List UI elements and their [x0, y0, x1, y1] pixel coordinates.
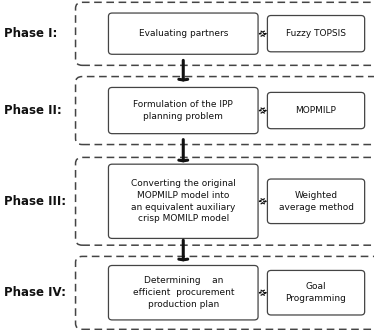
Text: Phase IV:: Phase IV:: [4, 286, 66, 299]
FancyBboxPatch shape: [108, 265, 258, 320]
Text: Fuzzy TOPSIS: Fuzzy TOPSIS: [286, 29, 346, 38]
FancyBboxPatch shape: [267, 16, 365, 52]
FancyBboxPatch shape: [76, 157, 374, 245]
FancyBboxPatch shape: [108, 13, 258, 54]
Text: Goal
Programming: Goal Programming: [286, 282, 346, 303]
FancyBboxPatch shape: [76, 2, 374, 65]
Text: Phase I:: Phase I:: [4, 27, 57, 40]
FancyBboxPatch shape: [76, 77, 374, 145]
Text: Phase III:: Phase III:: [4, 195, 66, 208]
Text: Converting the original
MOPMILP model into
an equivalent auxiliary
crisp MOMILP : Converting the original MOPMILP model in…: [131, 179, 236, 223]
Text: MOPMILP: MOPMILP: [295, 106, 337, 115]
FancyBboxPatch shape: [267, 92, 365, 129]
FancyBboxPatch shape: [108, 164, 258, 238]
Text: Weighted
average method: Weighted average method: [279, 191, 353, 212]
Text: Determining    an
efficient  procurement
production plan: Determining an efficient procurement pro…: [132, 277, 234, 309]
FancyBboxPatch shape: [267, 271, 365, 315]
Text: Formulation of the IPP
planning problem: Formulation of the IPP planning problem: [134, 100, 233, 121]
Text: Phase II:: Phase II:: [4, 104, 61, 117]
FancyBboxPatch shape: [108, 87, 258, 134]
FancyBboxPatch shape: [267, 179, 365, 224]
Text: Evaluating partners: Evaluating partners: [139, 29, 228, 38]
FancyBboxPatch shape: [76, 256, 374, 329]
